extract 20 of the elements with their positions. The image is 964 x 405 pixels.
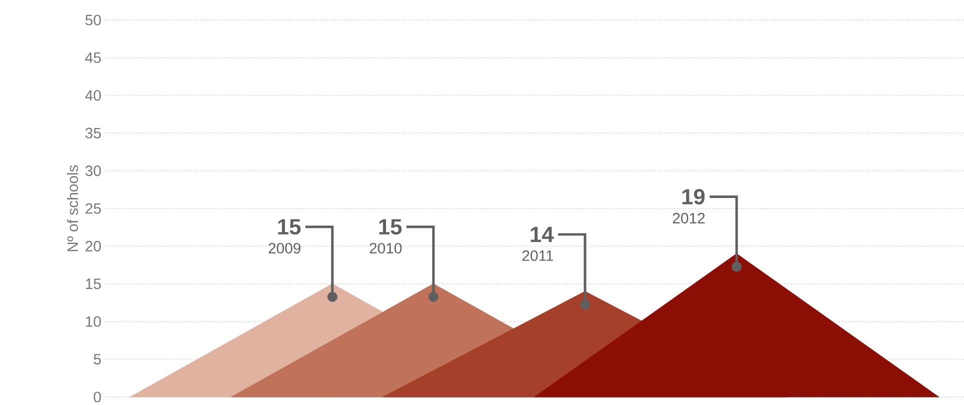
y-tick-label: 40 bbox=[85, 90, 101, 101]
y-tick-label: 20 bbox=[86, 240, 101, 252]
text: 2009 bbox=[268, 242, 300, 254]
y-tick-label: 0 bbox=[94, 392, 101, 402]
y-tick-label: 15 bbox=[86, 278, 101, 290]
y-tick-label: 30 bbox=[85, 166, 101, 176]
y-tick-label: 45 bbox=[85, 52, 101, 63]
y-tick-label: 35 bbox=[85, 128, 101, 138]
data-label: 15 bbox=[379, 219, 402, 235]
text: 2010 bbox=[370, 242, 402, 254]
text: 2011 bbox=[522, 250, 554, 261]
y-axis-title: Nº of schools bbox=[67, 165, 78, 252]
y-tick-label: 5 bbox=[94, 354, 101, 365]
data-label: 19 bbox=[682, 188, 705, 205]
data-label: 15 bbox=[278, 219, 301, 235]
data-label: 14 bbox=[530, 226, 554, 242]
y-tick-label: 10 bbox=[86, 316, 101, 327]
y-tick-label: 25 bbox=[86, 203, 101, 214]
text: 2012 bbox=[672, 212, 705, 224]
y-tick-label: 50 bbox=[85, 14, 101, 26]
